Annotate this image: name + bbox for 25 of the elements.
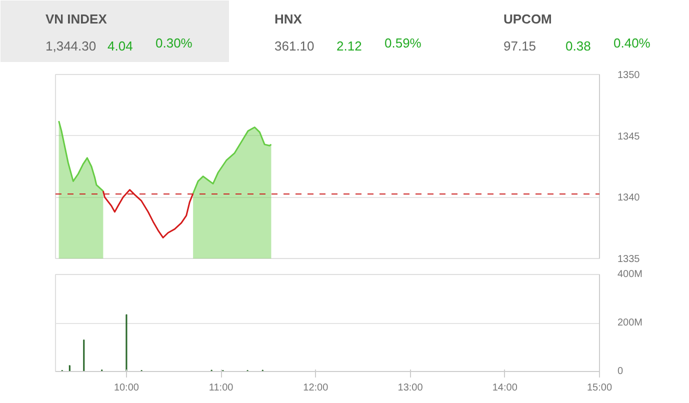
x-tick-label: 10:00 xyxy=(114,382,140,394)
y-tick-label: 1340 xyxy=(618,192,640,204)
y-tick-label: 0 xyxy=(618,366,624,377)
text: HNX xyxy=(274,12,302,26)
y-tick-label: 400M xyxy=(618,269,643,280)
text: VN INDEX xyxy=(46,12,108,26)
y-tick-label: 200M xyxy=(618,318,643,328)
text: 0.40% xyxy=(614,36,651,50)
text: 4.04 xyxy=(108,38,133,54)
text: 97.15 xyxy=(504,38,536,54)
text: UPCOM xyxy=(504,12,552,26)
x-tick-label: 14:00 xyxy=(492,382,518,394)
text: 0.38 xyxy=(566,38,591,54)
text: 361.10 xyxy=(274,38,314,54)
y-tick-label: 1335 xyxy=(618,254,640,265)
y-tick-label: 1345 xyxy=(618,131,640,142)
text: 1,344.30 xyxy=(46,38,96,54)
x-tick-label: 15:00 xyxy=(586,382,612,394)
x-tick-label: 12:00 xyxy=(303,382,329,394)
x-tick-label: 11:00 xyxy=(208,382,234,394)
x-tick-label: 13:00 xyxy=(398,382,424,394)
text: 0.30% xyxy=(156,36,193,50)
text: 0.59% xyxy=(384,36,422,50)
y-tick-label: 1350 xyxy=(618,70,640,81)
text: 2.12 xyxy=(336,38,362,54)
